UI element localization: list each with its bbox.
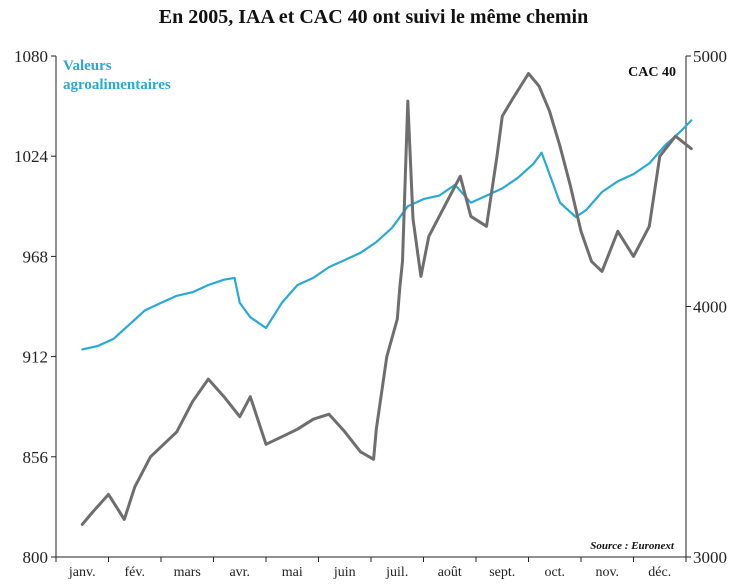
left-tick-label: 1080 [14,47,48,66]
right-tick-label: 3000 [693,548,727,567]
source-note: Source : Euronext [590,540,675,552]
series-line-cac-40 [80,72,693,526]
chart-axes [55,56,687,558]
x-tick-label: nov. [595,565,619,580]
x-tick-label: janv. [68,565,96,580]
x-tick-label: juin [333,565,356,580]
series-line-valeurs-agroalimentaires [81,119,693,351]
left-tick-label: 968 [23,247,49,266]
right-tick-label: 4000 [693,298,727,317]
left-tick-label: 800 [23,548,49,567]
left-tick-label: 1024 [14,147,49,166]
legend-label-valeurs-agroalimentaires: Valeurs agroalimentaires [63,58,171,93]
right-axis-ticks: 5000 4000 3000 [686,47,727,567]
left-tick-label: 912 [23,348,49,367]
x-tick-label: oct. [544,565,565,580]
legend-label-cac40: CAC 40 [628,65,676,80]
x-tick-label: mai [282,565,303,580]
x-tick-label: avr. [229,565,250,580]
x-tick-label: juil. [385,565,408,580]
x-axis-ticks: janv. fév. mars avr. mai juin juil. août sept. oc… [55,557,687,580]
chart-title: En 2005, IAA et CAC 40 ont suivi le même… [158,6,589,28]
right-tick-label: 5000 [693,47,727,66]
x-tick-label: fév. [125,565,145,580]
series-layer [80,72,693,526]
left-axis-ticks: 1080 1024 968 912 856 800 [14,47,56,567]
x-tick-label: août [438,565,462,580]
x-tick-label: sept. [489,565,515,580]
left-tick-label: 856 [23,448,49,467]
x-tick-label: déc. [648,565,671,580]
x-tick-label: mars [174,565,201,580]
